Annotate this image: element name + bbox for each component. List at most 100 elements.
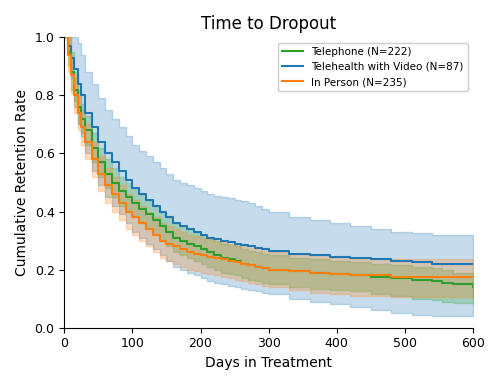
Telehealth with Video (N=87) [238, 243, 244, 247]
Telephone (N=222) [116, 189, 122, 194]
In Person (N=235) [306, 270, 312, 275]
Telephone (N=222) [450, 282, 456, 286]
Telehealth with Video (N=87) [211, 237, 217, 241]
In Person (N=235) [177, 247, 183, 252]
Telehealth with Video (N=87) [348, 256, 354, 260]
In Person (N=235) [388, 275, 394, 279]
Telephone (N=222) [198, 247, 203, 252]
Legend: Telephone (N=222), Telehealth with Video (N=87), In Person (N=235): Telephone (N=222), Telehealth with Video… [278, 42, 468, 91]
Telephone (N=222) [211, 253, 217, 258]
In Person (N=235) [130, 215, 136, 220]
Telehealth with Video (N=87) [170, 221, 176, 226]
In Person (N=235) [198, 253, 203, 258]
Telehealth with Video (N=87) [164, 215, 170, 220]
Telehealth with Video (N=87) [198, 233, 203, 237]
Telephone (N=222) [150, 218, 156, 223]
Telephone (N=222) [68, 70, 74, 74]
Telephone (N=222) [348, 273, 354, 278]
Telehealth with Video (N=87) [388, 259, 394, 263]
Telehealth with Video (N=87) [306, 253, 312, 258]
Telehealth with Video (N=87) [218, 238, 224, 243]
Telehealth with Video (N=87) [184, 227, 190, 231]
Telephone (N=222) [218, 256, 224, 260]
Telephone (N=222) [429, 279, 435, 284]
Telephone (N=222) [164, 229, 170, 234]
In Person (N=235) [75, 110, 81, 115]
Telehealth with Video (N=87) [78, 93, 84, 98]
Telephone (N=222) [232, 259, 237, 263]
Telephone (N=222) [64, 50, 70, 54]
Telehealth with Video (N=87) [72, 67, 78, 72]
In Person (N=235) [184, 250, 190, 254]
Telehealth with Video (N=87) [136, 192, 142, 196]
Telephone (N=222) [88, 146, 94, 150]
Telephone (N=222) [62, 35, 68, 40]
Telehealth with Video (N=87) [190, 229, 196, 234]
Telephone (N=222) [177, 238, 183, 243]
Telephone (N=222) [440, 280, 446, 285]
Line: In Person (N=235): In Person (N=235) [64, 37, 473, 277]
In Person (N=235) [62, 35, 68, 40]
Telephone (N=222) [184, 241, 190, 246]
In Person (N=235) [450, 275, 456, 279]
Telehealth with Video (N=87) [143, 198, 149, 202]
In Person (N=235) [232, 260, 237, 265]
Telephone (N=222) [109, 180, 115, 185]
Telehealth with Video (N=87) [440, 261, 446, 266]
Line: Telephone (N=222): Telephone (N=222) [64, 37, 473, 287]
In Person (N=235) [252, 264, 258, 269]
In Person (N=235) [204, 254, 210, 259]
Telehealth with Video (N=87) [450, 261, 456, 266]
In Person (N=235) [116, 201, 122, 205]
Telephone (N=222) [238, 261, 244, 266]
Telehealth with Video (N=87) [266, 248, 272, 253]
Telephone (N=222) [204, 250, 210, 254]
In Person (N=235) [164, 241, 170, 246]
Telehealth with Video (N=87) [122, 177, 128, 182]
In Person (N=235) [408, 275, 414, 279]
In Person (N=235) [64, 52, 70, 57]
Telehealth with Video (N=87) [64, 44, 70, 49]
In Person (N=235) [238, 261, 244, 266]
Telehealth with Video (N=87) [259, 247, 265, 252]
Telehealth with Video (N=87) [470, 261, 476, 266]
Y-axis label: Cumulative Retention Rate: Cumulative Retention Rate [15, 89, 29, 276]
Telephone (N=222) [82, 128, 87, 132]
Telehealth with Video (N=87) [156, 209, 162, 214]
Telephone (N=222) [102, 171, 108, 176]
Telehealth with Video (N=87) [286, 251, 292, 256]
In Person (N=235) [143, 227, 149, 231]
Telehealth with Video (N=87) [429, 261, 435, 266]
Title: Time to Dropout: Time to Dropout [201, 15, 336, 33]
Telehealth with Video (N=87) [225, 240, 231, 244]
Telehealth with Video (N=87) [252, 246, 258, 250]
In Person (N=235) [150, 233, 156, 237]
Telehealth with Video (N=87) [102, 151, 108, 156]
Telephone (N=222) [266, 267, 272, 272]
In Person (N=235) [190, 251, 196, 256]
In Person (N=235) [136, 221, 142, 226]
In Person (N=235) [82, 140, 87, 144]
In Person (N=235) [170, 244, 176, 249]
In Person (N=235) [96, 171, 102, 176]
Telephone (N=222) [408, 278, 414, 282]
Telephone (N=222) [130, 201, 136, 205]
Telephone (N=222) [368, 275, 374, 279]
Telephone (N=222) [156, 224, 162, 228]
In Person (N=235) [245, 263, 251, 268]
Telehealth with Video (N=87) [232, 241, 237, 246]
In Person (N=235) [259, 266, 265, 271]
Telephone (N=222) [190, 244, 196, 249]
In Person (N=235) [102, 183, 108, 188]
Telehealth with Video (N=87) [82, 110, 87, 115]
In Person (N=235) [327, 272, 333, 276]
Telehealth with Video (N=87) [204, 235, 210, 240]
Telehealth with Video (N=87) [368, 257, 374, 262]
In Person (N=235) [348, 273, 354, 278]
Telephone (N=222) [78, 116, 84, 121]
Telephone (N=222) [245, 263, 251, 268]
Telehealth with Video (N=87) [408, 260, 414, 265]
X-axis label: Days in Treatment: Days in Treatment [205, 356, 332, 370]
In Person (N=235) [88, 157, 94, 162]
Telephone (N=222) [143, 212, 149, 217]
